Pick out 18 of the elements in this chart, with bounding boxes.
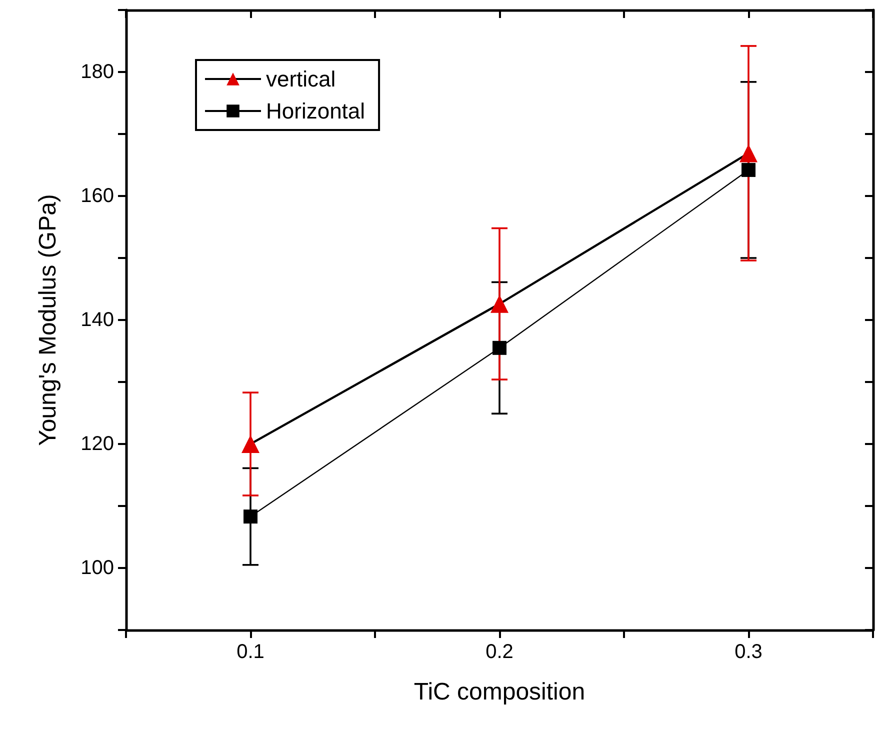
point <box>490 294 508 313</box>
x-tick-label: 0.3 <box>734 641 762 663</box>
x-tick-label: 0.1 <box>236 641 264 663</box>
y-tick-label: 180 <box>80 61 114 83</box>
point <box>740 144 758 162</box>
y-axis-title: Young's Modulus (GPa) <box>34 194 62 446</box>
point <box>492 340 506 355</box>
x-axis-title: TiC composition <box>414 678 586 706</box>
y-tick-label: 140 <box>80 309 114 331</box>
legend-label: vertical <box>266 66 336 92</box>
y-tick-label: 100 <box>80 557 114 579</box>
point <box>242 435 260 453</box>
point <box>742 162 756 177</box>
y-tick-label: 160 <box>80 185 114 207</box>
point <box>244 510 258 524</box>
legend-label: Horizontal <box>266 98 366 124</box>
x-tick-label: 0.2 <box>486 641 514 663</box>
y-tick-label: 120 <box>80 433 114 455</box>
